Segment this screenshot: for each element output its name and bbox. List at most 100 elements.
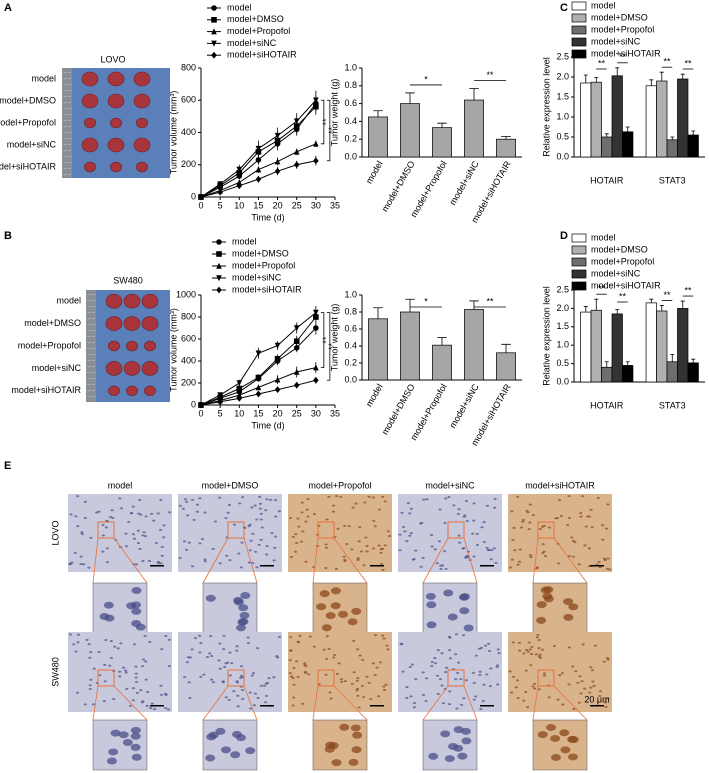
cell <box>203 558 207 561</box>
cell <box>215 727 226 735</box>
cell <box>308 635 312 638</box>
cell <box>430 660 434 663</box>
cell <box>558 674 562 677</box>
cell <box>190 648 194 651</box>
cell <box>570 536 574 539</box>
cell <box>541 543 545 546</box>
cell <box>531 513 535 516</box>
cell <box>265 545 269 548</box>
cell <box>433 548 437 551</box>
error-bar <box>501 343 511 353</box>
cell <box>193 637 198 640</box>
cell <box>329 697 333 700</box>
cell <box>79 563 83 566</box>
x-tick-label: model+Propofol <box>408 159 448 219</box>
cell <box>588 691 592 694</box>
scale-bar <box>150 705 164 707</box>
marker <box>313 97 319 104</box>
cell <box>541 552 545 555</box>
cell <box>508 670 512 673</box>
cell <box>383 500 387 503</box>
tumor <box>133 137 151 153</box>
cell <box>152 708 157 711</box>
cell <box>292 696 296 699</box>
cell <box>540 586 551 594</box>
photo-title: LOVO <box>100 54 125 64</box>
cell <box>605 567 610 570</box>
cell <box>381 495 385 498</box>
panel-label: A <box>4 2 12 14</box>
cell <box>579 512 583 515</box>
cell <box>265 498 269 501</box>
zoom-box <box>537 521 555 539</box>
cell <box>489 558 493 561</box>
cell <box>401 526 406 529</box>
bar <box>464 309 484 381</box>
cell <box>198 542 202 545</box>
error-bar <box>625 126 630 132</box>
cell <box>253 504 257 507</box>
cell <box>579 692 583 695</box>
x-tick-label: 35 <box>330 200 340 210</box>
zoom-box <box>447 669 465 687</box>
cell <box>300 501 304 504</box>
cell <box>331 504 336 507</box>
cell <box>295 660 299 663</box>
significance-label: ** <box>321 336 331 344</box>
bar <box>601 136 613 158</box>
cell <box>152 519 156 522</box>
cell <box>511 641 515 644</box>
cell <box>70 561 74 564</box>
cell <box>80 531 84 534</box>
y-tick-label: 0.2 <box>344 134 357 144</box>
cell <box>127 520 131 523</box>
cell <box>288 516 293 519</box>
marker <box>217 181 223 188</box>
cell <box>97 510 101 513</box>
cell <box>259 684 263 687</box>
legend-label: model+DMSO <box>591 12 648 22</box>
legend-swatch <box>571 233 587 243</box>
y-tick-label: 0.8 <box>344 306 357 316</box>
cell <box>331 510 336 513</box>
error-bar <box>659 71 664 81</box>
marker <box>274 132 281 140</box>
cell <box>134 665 138 668</box>
cell <box>218 642 222 645</box>
y-tick-label: 1000 <box>176 289 196 299</box>
tumor <box>107 71 125 87</box>
panel-label: C <box>560 2 568 14</box>
cell <box>225 554 229 557</box>
cell <box>108 664 112 667</box>
cell <box>246 642 251 645</box>
cell <box>463 624 474 632</box>
tumor <box>105 361 123 376</box>
x-tick-label: model+DMSO <box>380 159 417 213</box>
bar <box>611 313 623 383</box>
cell <box>550 734 561 742</box>
tumor <box>123 361 141 376</box>
zoom-line <box>422 537 449 584</box>
cell <box>567 555 571 558</box>
cell <box>150 512 154 515</box>
cell <box>218 667 222 670</box>
cell <box>154 541 158 544</box>
cell <box>524 691 528 694</box>
y-tick-label: 0.4 <box>344 116 357 126</box>
cell <box>538 656 543 659</box>
cell <box>530 653 534 656</box>
cell <box>305 508 309 511</box>
cell <box>325 612 336 620</box>
cell <box>112 697 116 700</box>
cell <box>85 638 89 641</box>
cell <box>515 679 520 682</box>
cell <box>409 532 413 535</box>
cell <box>255 518 259 521</box>
cell <box>435 674 440 677</box>
significance-label: ** <box>598 284 606 294</box>
cell <box>162 524 166 527</box>
photo-row-label: model <box>56 296 81 306</box>
cell <box>560 746 571 754</box>
y-tick-label: 2.0 <box>556 303 569 313</box>
